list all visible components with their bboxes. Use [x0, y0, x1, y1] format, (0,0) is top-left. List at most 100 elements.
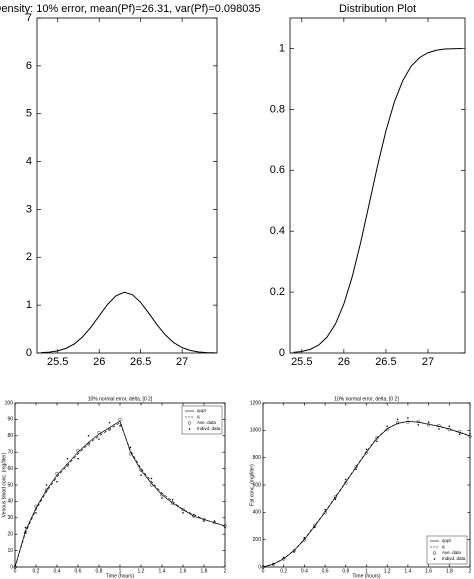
x-tick-label: 0 — [14, 568, 17, 574]
legend-label: Ave. data — [197, 420, 216, 425]
y-tick-label: 6 — [26, 60, 32, 72]
average-point — [344, 481, 348, 485]
individual-point — [313, 526, 316, 529]
x-tick-label: 1 — [365, 568, 368, 574]
y-tick-label: 7 — [26, 12, 32, 24]
y-tick-label: 70 — [7, 450, 13, 456]
y-tick-label: 0.6 — [270, 164, 285, 176]
average-point — [354, 464, 358, 469]
average-point — [44, 488, 49, 492]
x-tick-label: 2 — [224, 568, 227, 574]
average-point — [395, 421, 400, 425]
individual-point — [355, 468, 357, 471]
legend-box — [181, 405, 223, 435]
x-tick-label: 0.8 — [96, 568, 103, 574]
x-tick-label: 0.2 — [280, 568, 287, 574]
average-point — [302, 538, 306, 542]
x-tick-label: 0.6 — [322, 568, 329, 574]
chart-title: Density: 10% error, mean(Pf)=26.31, var(… — [0, 3, 261, 15]
legend-swatch — [187, 421, 192, 425]
individual-point — [438, 428, 440, 430]
individual-point — [87, 434, 90, 437]
legend-swatch — [433, 558, 436, 560]
average-point — [364, 451, 369, 455]
y-tick-label: 200 — [253, 537, 262, 543]
x-tick-label: 1.2 — [138, 568, 145, 574]
average-point — [118, 417, 122, 421]
x-tick-label: 0.8 — [342, 568, 349, 574]
y-tick-label: 2 — [26, 251, 32, 263]
individual-point — [324, 508, 326, 511]
x-tick-label: 27 — [422, 356, 434, 368]
y-tick-label: 400 — [253, 510, 262, 516]
individual-point — [140, 474, 142, 476]
legend-label: q — [197, 414, 200, 419]
legend-label: q — [442, 544, 445, 549]
y-tick-label: 1 — [26, 299, 32, 311]
individual-point — [150, 477, 153, 480]
individual-point — [417, 424, 420, 426]
average-point — [23, 530, 28, 535]
individual-point — [224, 526, 226, 529]
average-point — [107, 427, 112, 431]
x-tick-label: 25.5 — [291, 356, 312, 368]
average-point — [160, 493, 164, 497]
x-tick-label: 27 — [176, 356, 188, 368]
x-tick-label: 25.5 — [47, 356, 68, 368]
individual-point — [108, 421, 111, 424]
x-tick-label: 26.5 — [130, 356, 151, 368]
legend-label: Ave. data — [442, 550, 461, 555]
y-tick-label: 0.4 — [270, 225, 285, 237]
individual-point — [66, 457, 69, 460]
legend-swatch — [432, 551, 437, 555]
y-tick-label: 0.8 — [270, 103, 285, 115]
legend-label: qopt — [197, 408, 207, 413]
average-point — [97, 430, 101, 435]
x-tick-label: 2 — [469, 568, 472, 574]
data-line — [14, 420, 226, 568]
y-tick-label: 3 — [26, 203, 32, 215]
plot-frame — [36, 17, 218, 354]
individual-point — [24, 526, 27, 529]
average-point — [416, 419, 420, 424]
average-point — [375, 436, 379, 440]
individual-point — [14, 566, 16, 568]
x-tick-label: 1.4 — [404, 568, 411, 574]
individual-point — [161, 497, 163, 499]
y-tick-label: 30 — [7, 515, 13, 521]
y-tick-label: 80 — [7, 433, 13, 439]
y-tick-label: 4 — [26, 155, 32, 167]
y-tick-label: 600 — [253, 482, 262, 488]
plot-frame — [289, 17, 466, 354]
x-tick-label: 1.4 — [159, 568, 166, 574]
x-axis-label: Time (hours) — [352, 573, 380, 579]
average-point — [261, 565, 265, 569]
x-tick-label: 1.2 — [384, 568, 391, 574]
x-tick-label: 1 — [119, 568, 122, 574]
average-point — [76, 448, 80, 453]
x-tick-label: 0.2 — [33, 568, 40, 574]
average-point — [170, 501, 175, 505]
legend-label: Indivd. data — [442, 556, 466, 561]
legend-label: qopt — [442, 538, 452, 543]
average-point — [13, 565, 17, 569]
individual-point — [77, 457, 79, 460]
average-point — [406, 420, 410, 424]
x-tick-label: 1.6 — [425, 568, 432, 574]
individual-point — [98, 438, 100, 440]
x-tick-label: 0.4 — [301, 568, 308, 574]
legend-label: Indivd. data — [197, 426, 221, 431]
individual-point — [35, 512, 37, 514]
y-tick-label: 90 — [7, 417, 13, 423]
individual-point — [182, 512, 184, 514]
y-tick-label: 0 — [258, 564, 261, 570]
y-tick-label: 100 — [5, 400, 14, 406]
y-axis-label: Fat conc. (mg/liter) — [249, 464, 255, 506]
average-point — [149, 483, 154, 487]
chart-title: Distribution Plot — [339, 3, 416, 15]
chart-title: 10% normal error, delta, [0 2] — [334, 396, 399, 402]
individual-point — [344, 478, 347, 481]
average-point — [468, 434, 472, 439]
data-line — [41, 291, 216, 354]
individual-point — [386, 425, 389, 428]
